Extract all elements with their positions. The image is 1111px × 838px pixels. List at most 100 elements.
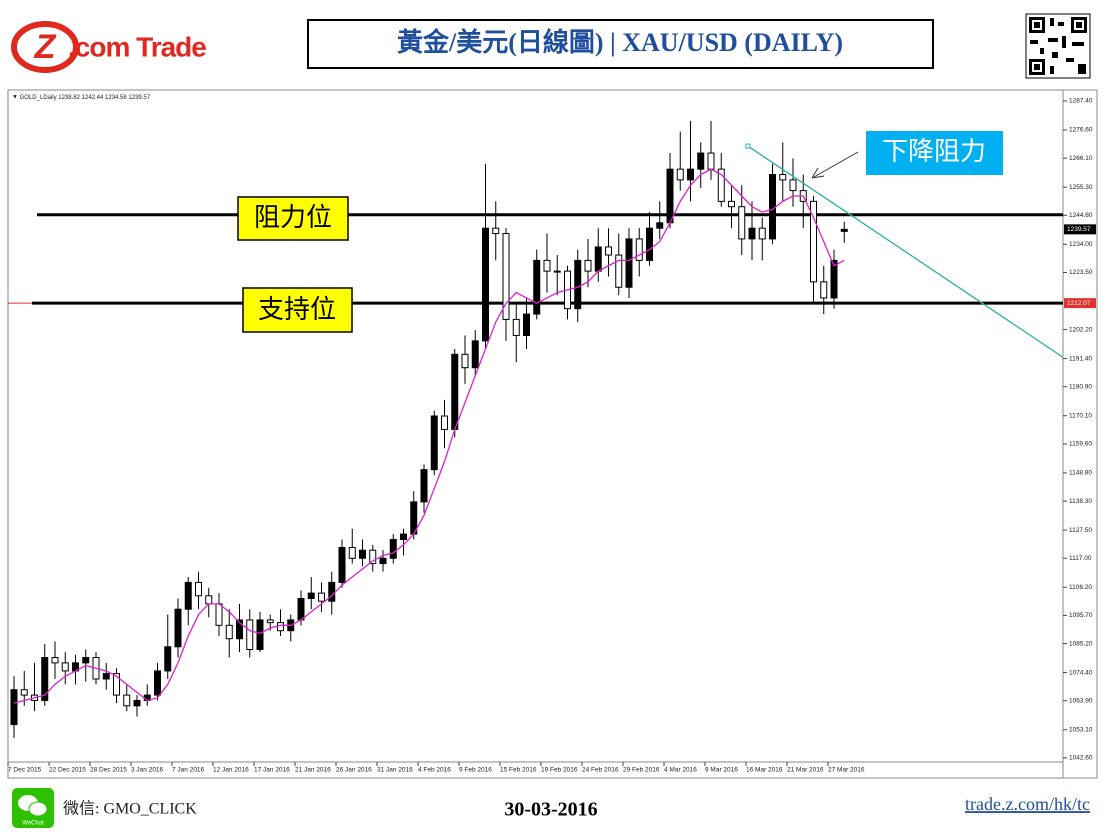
candle-body xyxy=(307,592,315,599)
y-tick-label: 1159.60 xyxy=(1069,441,1092,448)
logo-mark: Z xyxy=(34,28,57,66)
x-tick-label: 12 Jan 2016 xyxy=(213,767,249,774)
candle-body xyxy=(51,657,59,664)
wechat-icon-text: WeChat xyxy=(22,821,44,827)
y-tick-label: 1276.60 xyxy=(1069,127,1093,134)
candle-body xyxy=(502,233,510,320)
wechat-id: 微信: GMO_CLICK xyxy=(63,800,197,818)
candle-body xyxy=(400,533,407,540)
y-tick-label: 1074.40 xyxy=(1069,669,1093,676)
candle-body xyxy=(389,538,397,559)
ohlc-high: 1242.44 xyxy=(82,95,104,101)
y-tick-label: 1266.10 xyxy=(1069,155,1093,162)
info-line: ▼ GOLD_LDaily 1238.82 1242.44 1234.58 12… xyxy=(12,95,151,101)
candle-body xyxy=(82,657,90,664)
candle-body xyxy=(256,619,264,650)
candle-body xyxy=(133,699,141,707)
title-box xyxy=(307,19,934,69)
x-tick-label: 15 Feb 2016 xyxy=(500,767,537,774)
candle-body xyxy=(451,353,459,430)
x-tick-label: 19 Feb 2016 xyxy=(541,767,578,774)
candle-body xyxy=(574,259,582,310)
wechat-icon: WeChat xyxy=(12,788,54,828)
y-tick-label: 1095.70 xyxy=(1069,612,1093,619)
qr-code xyxy=(1025,13,1091,79)
x-tick-label: 9 Mar 2016 xyxy=(705,767,738,774)
candle-body xyxy=(430,415,438,471)
y-tick-label: 1234.00 xyxy=(1069,241,1093,248)
candle-body xyxy=(594,246,602,272)
trendline xyxy=(747,145,1063,358)
candle-body xyxy=(61,662,69,672)
x-tick-label: 22 Dec 2015 xyxy=(49,767,86,774)
candle-body xyxy=(656,222,664,229)
candle-body xyxy=(266,619,274,624)
x-tick-label: 16 Mar 2016 xyxy=(746,767,783,774)
candle-body xyxy=(492,227,500,235)
logo-ring xyxy=(11,21,79,73)
x-tick-label: 9 Feb 2016 xyxy=(459,767,492,774)
y-tick-label: 1180.90 xyxy=(1069,383,1092,390)
candle-body xyxy=(523,313,530,337)
candle-body xyxy=(215,603,223,626)
ohlc-close: 1239.57 xyxy=(128,95,150,101)
y-tick-label: 1127.50 xyxy=(1069,527,1092,534)
candle-body xyxy=(441,415,448,430)
y-tick-label: 1244.80 xyxy=(1069,212,1093,219)
x-tick-label: 24 Feb 2016 xyxy=(582,767,619,774)
y-tick-label: 1202.20 xyxy=(1069,326,1093,333)
resistance-box xyxy=(237,196,349,241)
candle-body xyxy=(113,673,120,696)
support-label: 支持位 xyxy=(258,294,336,324)
candle-body xyxy=(615,254,623,288)
resistance-label: 阻力位 xyxy=(254,202,332,232)
moving-average xyxy=(13,168,845,704)
candle-body xyxy=(646,227,653,261)
x-tick-label: 28 Dec 2015 xyxy=(90,767,127,774)
y-tick-label: 1287.40 xyxy=(1069,98,1093,105)
candle-body xyxy=(236,619,243,640)
candle-body xyxy=(728,200,735,208)
support-box xyxy=(242,287,353,333)
candle-body xyxy=(41,657,49,701)
x-tick-label: 4 Mar 2016 xyxy=(664,767,697,774)
candle-body xyxy=(543,259,551,272)
y-tick-label: 1170.10 xyxy=(1069,412,1092,419)
candle-body xyxy=(820,281,828,299)
candle-body xyxy=(471,340,479,369)
current-price: 1239.57 xyxy=(1067,226,1091,233)
y-tick-label: 1085.20 xyxy=(1069,640,1093,647)
candle-body xyxy=(810,200,817,283)
y-tick-label: 1148.80 xyxy=(1069,470,1092,477)
candle-body xyxy=(225,624,233,640)
candle-body xyxy=(184,581,192,610)
candle-body xyxy=(318,592,325,602)
candle-body xyxy=(154,670,161,696)
candle-body xyxy=(533,259,541,315)
arrow-head xyxy=(811,167,825,179)
x-tick-label: 21 Jan 2016 xyxy=(295,767,331,774)
candle-body xyxy=(20,689,28,696)
y-tick-label: 1255.30 xyxy=(1069,184,1093,191)
title: 黃金/美元(日線圖) | XAU/USD (DAILY) xyxy=(397,27,843,57)
candle-body xyxy=(625,238,633,288)
arrow-shaft xyxy=(813,151,859,178)
candle-body xyxy=(338,547,346,583)
trendline-box xyxy=(866,131,1003,175)
candle-body xyxy=(687,168,694,181)
website-link[interactable]: trade.z.com/hk/tc xyxy=(965,794,1090,814)
x-tick-label: 7 Jan 2016 xyxy=(172,767,205,774)
candle-body xyxy=(359,549,366,559)
y-tick-label: 1191.40 xyxy=(1069,355,1092,362)
candle-body xyxy=(717,168,725,202)
candle-body xyxy=(769,174,776,240)
candle-body xyxy=(348,547,356,559)
candle-body xyxy=(420,469,428,503)
candle-body xyxy=(738,206,746,240)
logo-text: .com Trade xyxy=(68,31,206,62)
candle-body xyxy=(379,557,387,565)
x-tick-label: 29 Feb 2016 xyxy=(623,767,660,774)
current-price-box xyxy=(1064,224,1096,235)
y-tick-label: 1106.20 xyxy=(1069,584,1092,591)
